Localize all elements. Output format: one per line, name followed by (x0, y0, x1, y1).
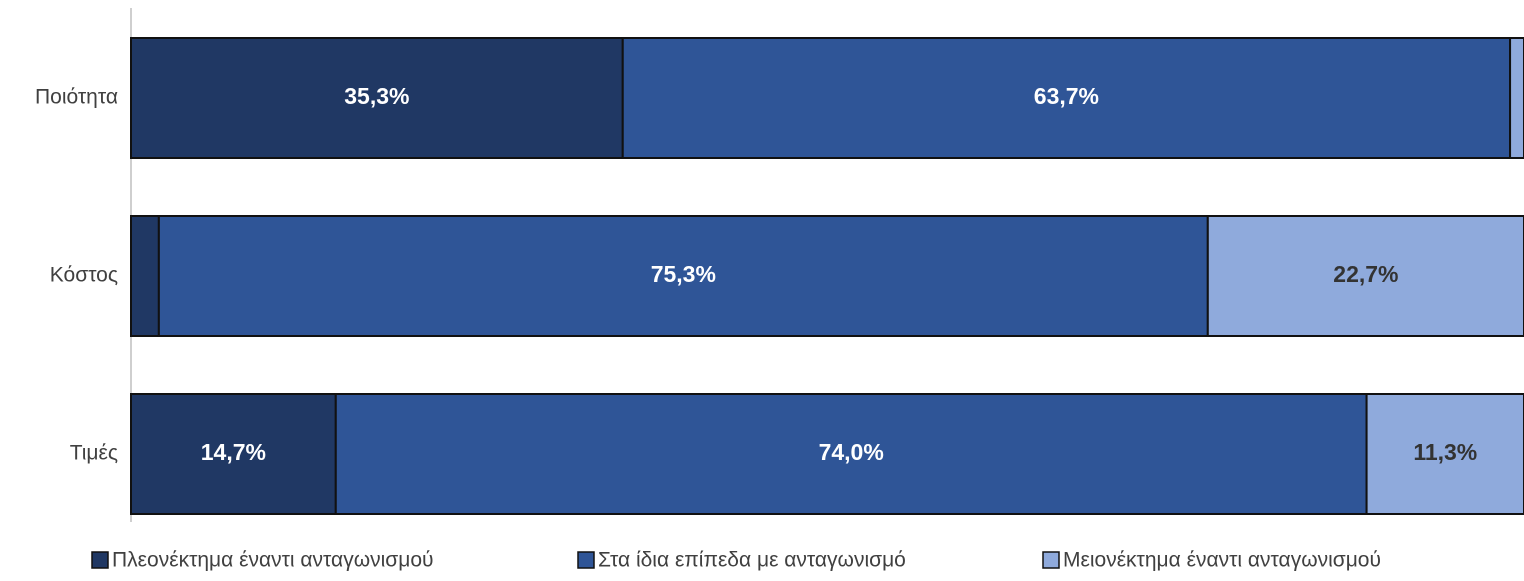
value-label: 63,7% (1034, 83, 1099, 109)
bar-segment (621, 37, 1512, 159)
category-label: Τιμές (70, 442, 118, 465)
value-label: 74,0% (819, 439, 884, 465)
bar-segment (334, 393, 1368, 515)
bar-segment (130, 215, 160, 337)
legend-label: Στα ίδια επίπεδα με ανταγωνισμό (598, 549, 906, 572)
legend-label: Πλεονέκτημα έναντι ανταγωνισμού (112, 549, 433, 572)
category-label: Κόστος (50, 264, 118, 287)
bar-segment (1509, 37, 1524, 159)
value-label: 11,3% (1413, 439, 1477, 465)
legend-swatch (91, 551, 109, 569)
value-label: 35,3% (344, 83, 409, 109)
value-label: 14,7% (201, 439, 266, 465)
legend-swatch (1042, 551, 1060, 569)
value-label: 75,3% (651, 261, 716, 287)
value-label: 22,7% (1333, 261, 1398, 287)
bar-segment (157, 215, 1209, 337)
category-label: Ποιότητα (35, 86, 118, 109)
bar-segment (130, 37, 624, 159)
legend-label: Μειονέκτημα έναντι ανταγωνισμού (1063, 549, 1381, 572)
legend-swatch (577, 551, 595, 569)
